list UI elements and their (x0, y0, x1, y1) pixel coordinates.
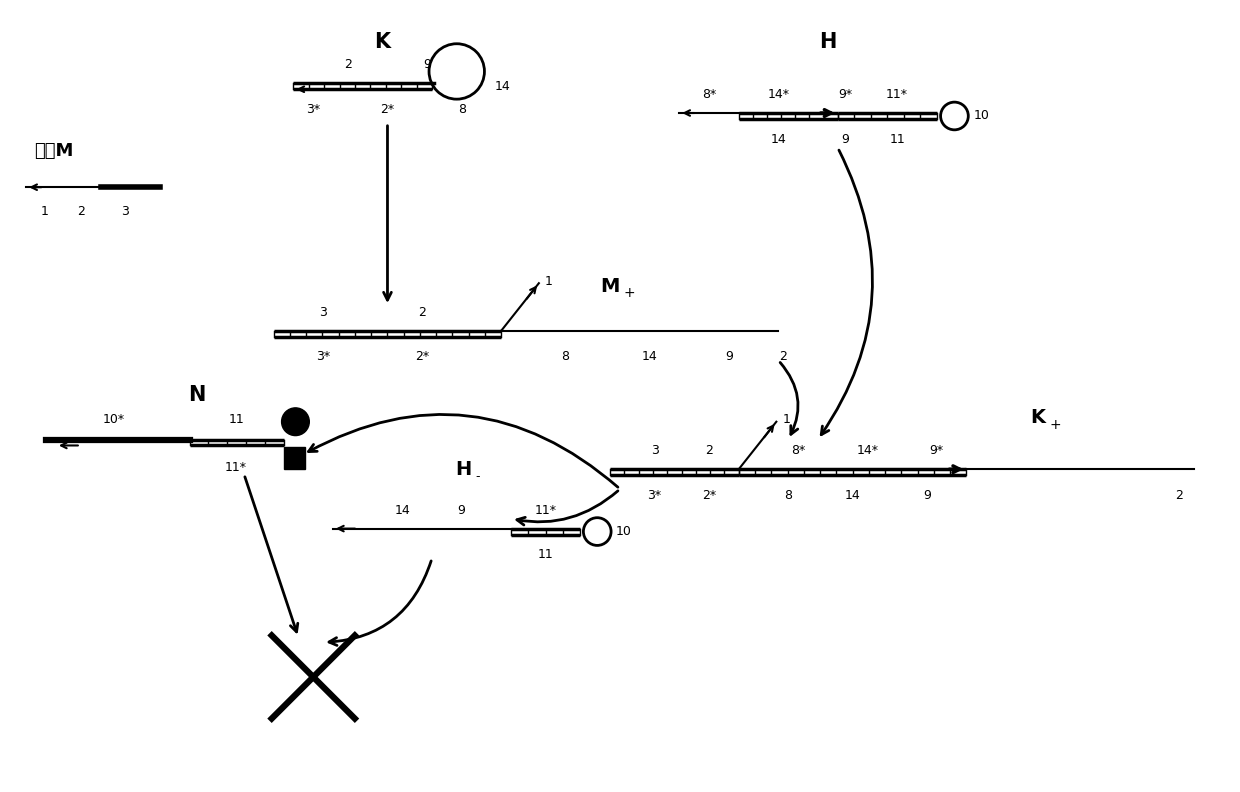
Text: 14: 14 (642, 351, 657, 364)
Text: 11*: 11* (534, 504, 557, 516)
Text: 1: 1 (544, 275, 553, 287)
Text: 9: 9 (423, 59, 432, 71)
Text: 14: 14 (844, 489, 861, 502)
Text: 10*: 10* (103, 413, 124, 425)
Text: 14*: 14* (857, 444, 878, 457)
Text: 11: 11 (228, 413, 244, 425)
Text: 10: 10 (616, 525, 632, 538)
Text: +: + (624, 286, 636, 300)
Text: K: K (1030, 408, 1045, 427)
Text: 1: 1 (40, 205, 48, 218)
Text: 3: 3 (122, 205, 129, 218)
Bar (284, 447, 305, 469)
Text: 3: 3 (319, 306, 327, 319)
Text: 10: 10 (973, 109, 990, 123)
Text: 3*: 3* (647, 489, 662, 502)
Text: +: + (1049, 417, 1061, 432)
Text: 11: 11 (538, 548, 554, 562)
Text: 8: 8 (784, 489, 792, 502)
Text: 11: 11 (889, 133, 905, 146)
Text: H: H (455, 459, 471, 478)
Text: 2: 2 (77, 205, 84, 218)
Text: H: H (820, 32, 837, 51)
Text: 3*: 3* (316, 351, 330, 364)
Text: 输入M: 输入M (35, 142, 73, 160)
Text: N: N (187, 385, 205, 405)
Text: 2*: 2* (415, 351, 429, 364)
Text: 14: 14 (770, 133, 786, 146)
Text: 9: 9 (458, 504, 466, 516)
Text: 14: 14 (394, 504, 410, 516)
Text: 9*: 9* (930, 444, 944, 457)
Text: 8*: 8* (791, 444, 805, 457)
Text: 8*: 8* (702, 88, 717, 101)
Text: 2*: 2* (702, 489, 717, 502)
Text: 9: 9 (923, 489, 931, 502)
Text: 2: 2 (1176, 489, 1183, 502)
Text: 11*: 11* (887, 88, 908, 101)
Text: 2: 2 (779, 351, 787, 364)
Text: 11*: 11* (226, 461, 247, 474)
Text: 8: 8 (562, 351, 569, 364)
Text: K: K (374, 32, 391, 51)
Text: 8: 8 (458, 103, 466, 116)
Text: 9*: 9* (838, 88, 853, 101)
Text: -: - (475, 470, 480, 482)
Text: 2: 2 (418, 306, 427, 319)
Text: 1: 1 (782, 413, 790, 426)
Text: 2: 2 (706, 444, 713, 457)
Circle shape (281, 408, 309, 436)
Text: 3: 3 (651, 444, 658, 457)
Text: 2*: 2* (381, 103, 394, 116)
Text: M: M (600, 276, 620, 295)
Text: 9: 9 (842, 133, 849, 146)
Text: 3*: 3* (306, 103, 320, 116)
Text: 14: 14 (495, 80, 510, 93)
Text: 2: 2 (343, 59, 352, 71)
Text: 14*: 14* (768, 88, 790, 101)
Text: 9: 9 (725, 351, 733, 364)
